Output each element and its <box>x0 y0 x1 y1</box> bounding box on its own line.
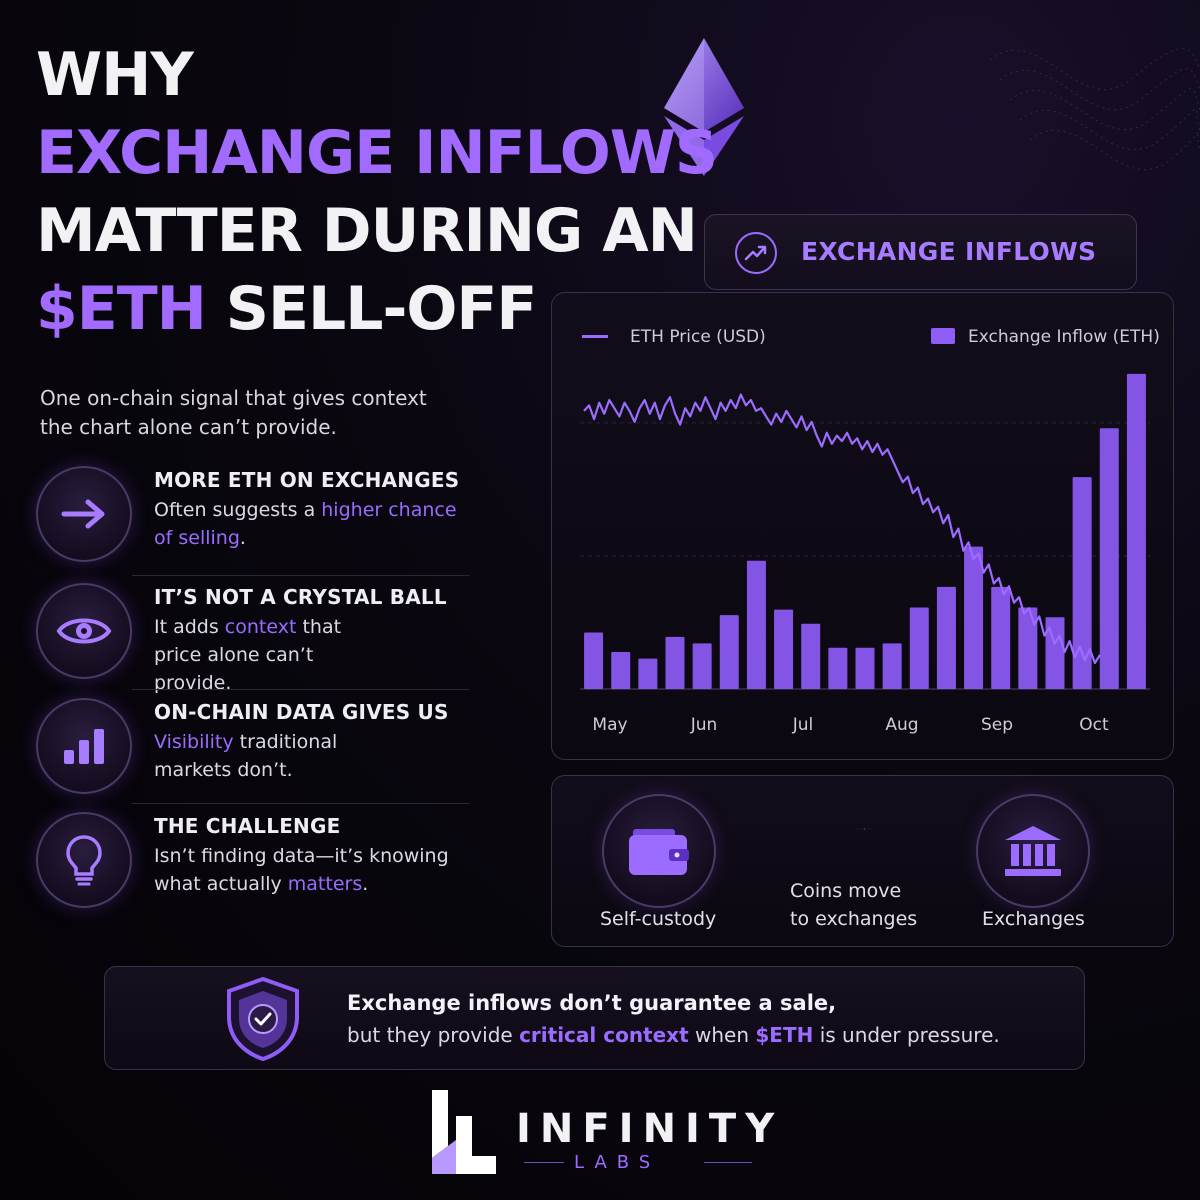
feature-title: IT’S NOT A CRYSTAL BALL <box>154 585 447 609</box>
logo-sub: LABS <box>574 1152 661 1173</box>
tab-exchange-inflows[interactable]: EXCHANGE INFLOWS <box>704 214 1137 290</box>
feature-body: Visibility traditional markets don’t. <box>154 731 338 781</box>
legend-inflow: Exchange Inflow (ETH) <box>968 327 1160 347</box>
inflow-bar <box>801 623 821 689</box>
x-tick-label: May <box>592 715 627 735</box>
logo-sub-line-left <box>524 1162 564 1163</box>
x-tick-label: Jun <box>690 715 718 735</box>
callout-line-2: but they provide critical context when $… <box>347 1023 1000 1047</box>
flow-middle-label-2: to exchanges <box>790 908 918 930</box>
inflow-bar <box>746 560 766 689</box>
flow-card: Self-custody Coins move to exchanges Exc… <box>551 775 1174 947</box>
feature-crystal-ball: IT’S NOT A CRYSTAL BALL It adds context … <box>36 583 470 694</box>
feature-challenge: THE CHALLENGE Isn’t finding data—it’s kn… <box>36 812 470 916</box>
inflow-bar <box>855 647 875 689</box>
arrow-right-icon <box>36 466 132 562</box>
feature-more-eth: MORE ETH ON EXCHANGES Often suggests a h… <box>36 466 470 570</box>
title-line-1: WHY <box>36 40 194 110</box>
feature-body: It adds context that price alone can’t p… <box>154 616 342 694</box>
inflow-bar <box>936 586 956 689</box>
wallet-icon <box>602 794 716 908</box>
infinity-labs-logo: INFINITY LABS <box>426 1082 774 1178</box>
feature-title: ON-CHAIN DATA GIVES US <box>154 700 449 724</box>
legend-price: ETH Price (USD) <box>630 327 766 347</box>
feature-title: MORE ETH ON EXCHANGES <box>154 468 460 492</box>
feature-body: Often suggests a higher chance of sellin… <box>154 499 457 549</box>
callout-line-1: Exchange inflows don’t guarantee a sale, <box>347 991 837 1015</box>
logo-brand: INFINITY <box>516 1106 784 1152</box>
title-line-3: MATTER DURING AN <box>36 196 698 266</box>
inflow-bar <box>638 658 658 689</box>
ethereum-logo-icon <box>664 38 744 176</box>
chart-card: ETH Price (USD) Exchange Inflow (ETH) Ma… <box>551 292 1174 760</box>
title-selloff: SELL-OFF <box>205 274 538 344</box>
inflow-bar <box>991 586 1011 689</box>
inflow-bar <box>774 609 794 689</box>
divider <box>132 575 470 576</box>
inflow-bar <box>828 647 848 689</box>
title-eth: $ETH <box>36 274 207 344</box>
x-tick-label: Sep <box>981 715 1013 735</box>
flow-arrow-icon <box>854 828 873 830</box>
tab-label: EXCHANGE INFLOWS <box>801 237 1097 266</box>
x-tick-label: Aug <box>885 715 918 735</box>
inflow-bar <box>665 636 685 689</box>
inflow-bar <box>1018 607 1038 689</box>
inflow-bar <box>964 546 984 689</box>
x-tick-label: Jul <box>792 715 814 735</box>
feature-body: Isn’t finding data—it’s knowing what act… <box>154 845 449 895</box>
title-line-2: EXCHANGE INFLOWS <box>36 118 718 188</box>
inflow-bar <box>611 652 631 689</box>
bank-icon <box>976 794 1090 908</box>
logo-sub-line-right <box>704 1162 752 1163</box>
logo-mark-icon <box>432 1090 496 1174</box>
callout-box: Exchange inflows don’t guarantee a sale,… <box>104 966 1085 1070</box>
divider <box>132 803 470 804</box>
decorative-waves <box>989 48 1200 171</box>
eye-icon <box>36 583 132 679</box>
flow-to-label: Exchanges <box>982 908 1085 930</box>
x-tick-label: Oct <box>1079 715 1109 735</box>
price-line <box>583 393 1101 665</box>
bar-chart-icon <box>36 698 132 794</box>
subtitle: One on-chain signal that gives context t… <box>40 386 427 439</box>
flow-from-label: Self-custody <box>600 908 717 930</box>
inflow-bar <box>909 607 929 689</box>
shield-check-icon <box>227 976 299 1062</box>
feature-title: THE CHALLENGE <box>154 814 341 838</box>
inflow-bar <box>692 643 712 689</box>
feature-on-chain: ON-CHAIN DATA GIVES US Visibility tradit… <box>36 698 470 802</box>
inflow-bar <box>1072 477 1092 689</box>
inflow-bar <box>1099 428 1119 689</box>
legend-line-marker <box>582 335 608 338</box>
flow-middle-label-1: Coins move <box>790 880 902 902</box>
inflow-bar <box>584 632 604 689</box>
inflow-bar <box>882 643 902 689</box>
inflow-bar <box>719 615 739 689</box>
inflow-bar <box>1126 373 1146 689</box>
page-title: WHY EXCHANGE INFLOWS MATTER DURING AN $E… <box>36 36 718 348</box>
trend-up-icon <box>735 232 777 274</box>
divider <box>132 689 470 690</box>
title-line-4: $ETH SELL-OFF <box>36 270 696 348</box>
legend-bar-marker <box>931 328 955 344</box>
chart-plot: May Jun Jul Aug Sep Oct <box>580 373 1150 735</box>
lightbulb-icon <box>36 812 132 908</box>
